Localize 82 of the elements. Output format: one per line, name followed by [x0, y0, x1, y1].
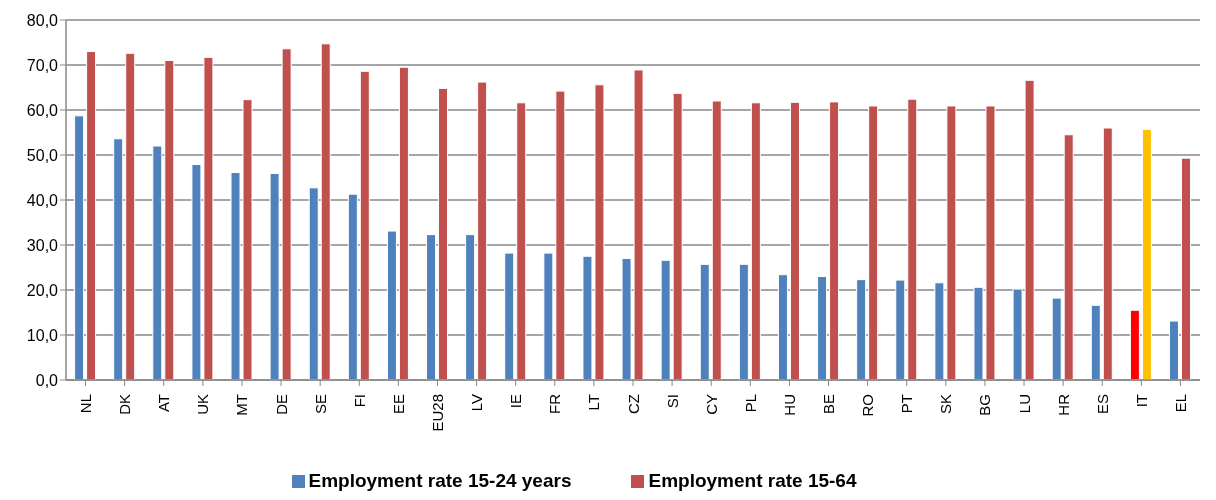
bar: [426, 234, 437, 380]
bar: [347, 193, 358, 380]
bar: [1090, 304, 1101, 380]
bar: [1102, 127, 1113, 380]
bar: [516, 102, 527, 380]
x-tick-label: SE: [311, 394, 329, 415]
x-tick-label: ES: [1093, 394, 1111, 415]
bar: [320, 43, 331, 380]
bar: [465, 234, 476, 380]
y-tick-label: 0,0: [35, 371, 59, 389]
bar: [895, 279, 906, 380]
bar: [1169, 320, 1179, 380]
x-tick-label: DK: [116, 394, 134, 415]
x-tick-label: EL: [1171, 394, 1189, 413]
x-tick-label: SI: [663, 394, 681, 409]
bar: [789, 101, 800, 380]
y-tick-label: 70,0: [26, 56, 59, 74]
bar: [359, 70, 370, 380]
x-tick-label: NL: [77, 394, 95, 414]
legend-label: Employment rate 15-24 years: [308, 470, 572, 491]
bar: [504, 252, 515, 380]
x-tick-label: FR: [546, 393, 564, 414]
bar: [74, 115, 85, 380]
x-tick-label: EE: [389, 394, 407, 415]
y-tick-label: 20,0: [26, 281, 59, 299]
bar: [711, 100, 722, 380]
y-tick-label: 80,0: [26, 11, 59, 29]
bar: [543, 252, 554, 380]
bar: [868, 105, 879, 380]
x-tick-label: BG: [976, 394, 994, 416]
x-tick-label: PL: [741, 394, 759, 413]
bar: [555, 90, 566, 380]
bar: [164, 60, 175, 380]
bar: [398, 66, 409, 380]
x-tick-label: HR: [1054, 393, 1072, 416]
x-tick-label: AT: [155, 394, 173, 413]
legend-label: Employment rate 15-64: [648, 470, 857, 491]
bar: [1181, 157, 1191, 380]
x-tick-label: CZ: [624, 394, 642, 414]
x-tick-label: IT: [1132, 394, 1150, 408]
bar: [113, 138, 124, 380]
y-tick-label: 10,0: [26, 326, 59, 344]
bar: [386, 230, 397, 380]
bar: [777, 274, 788, 380]
x-tick-label: PT: [898, 394, 916, 414]
bar: [477, 81, 488, 380]
x-tick-label: SK: [937, 394, 955, 415]
x-tick-label: BE: [820, 394, 838, 415]
x-tick-label: EU28: [428, 394, 446, 432]
bar: [750, 102, 761, 380]
x-tick-label: LV: [468, 394, 486, 412]
bar: [856, 279, 867, 380]
x-tick-label: FI: [350, 394, 368, 408]
x-tick-label: HU: [780, 394, 798, 416]
bar: [660, 259, 671, 380]
bar: [1141, 128, 1152, 380]
y-tick-label: 50,0: [26, 146, 59, 164]
x-tick-label: LT: [585, 394, 603, 411]
bar: [125, 52, 136, 380]
bar: [308, 187, 319, 380]
x-tick-label: DE: [272, 394, 290, 415]
bar: [817, 276, 828, 380]
bar: [438, 87, 449, 380]
bar: [738, 263, 749, 380]
bar: [1129, 309, 1140, 380]
x-tick-label: IE: [507, 394, 525, 409]
y-tick-label: 60,0: [26, 101, 59, 119]
bar: [699, 263, 710, 380]
y-tick-label: 40,0: [26, 191, 59, 209]
x-tick-label: MT: [233, 394, 251, 416]
bar: [907, 98, 918, 380]
x-tick-label: RO: [859, 394, 877, 417]
bar: [672, 92, 683, 380]
x-tick-label: LU: [1015, 394, 1033, 414]
bar: [1063, 134, 1074, 380]
bar: [86, 51, 97, 380]
bar: [152, 145, 163, 380]
bar: [1051, 297, 1062, 380]
x-tick-label: UK: [194, 394, 212, 415]
x-tick-label: CY: [702, 394, 720, 415]
y-tick-label: 30,0: [26, 236, 59, 254]
bar: [829, 101, 840, 380]
